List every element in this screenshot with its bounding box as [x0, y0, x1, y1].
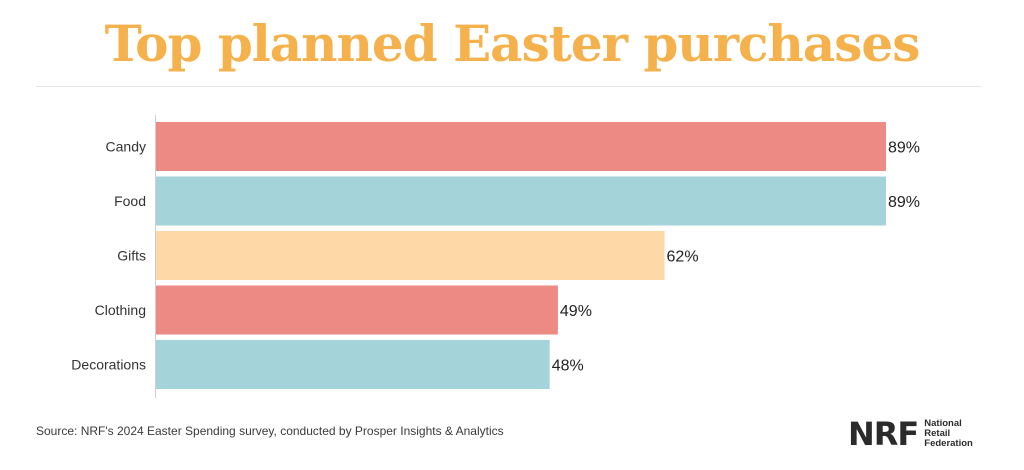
value-label-clothing: 49%	[560, 303, 592, 320]
nrf-logo-mark: NRF	[848, 415, 919, 453]
value-label-food: 89%	[888, 194, 920, 211]
value-label-gifts: 62%	[667, 249, 699, 266]
category-label-clothing: Clothing	[95, 302, 146, 318]
category-label-gifts: Gifts	[117, 248, 146, 264]
value-label-decorations: 48%	[552, 358, 584, 375]
bar-chart: Candy 89% Food 89% Gifts 62% Clothing 49% Decora…	[71, 115, 920, 398]
nrf-logo-text: National Retail Federation	[924, 419, 973, 449]
bar-food	[156, 176, 886, 226]
category-label-food: Food	[114, 193, 146, 209]
nrf-logo: NRF National Retail Federation	[848, 416, 973, 452]
bar-candy	[156, 122, 886, 171]
logo-line-retail: Retail	[924, 428, 951, 439]
category-label-decorations: Decorations	[71, 357, 146, 373]
logo-line-federation: Federation	[924, 438, 973, 449]
bar-clothing	[156, 285, 558, 335]
title-divider	[36, 86, 982, 87]
bar-decorations	[156, 340, 550, 389]
source-note: Source: NRF's 2024 Easter Spending surve…	[36, 424, 504, 438]
value-label-candy: 89%	[888, 140, 920, 157]
bars-group: Candy 89% Food 89% Gifts 62% Clothing 49% Decora…	[71, 122, 920, 389]
logo-line-national: National	[924, 418, 962, 429]
chart-title: Top planned Easter purchases	[104, 14, 921, 73]
category-label-candy: Candy	[106, 139, 146, 155]
bar-gifts	[156, 231, 665, 280]
